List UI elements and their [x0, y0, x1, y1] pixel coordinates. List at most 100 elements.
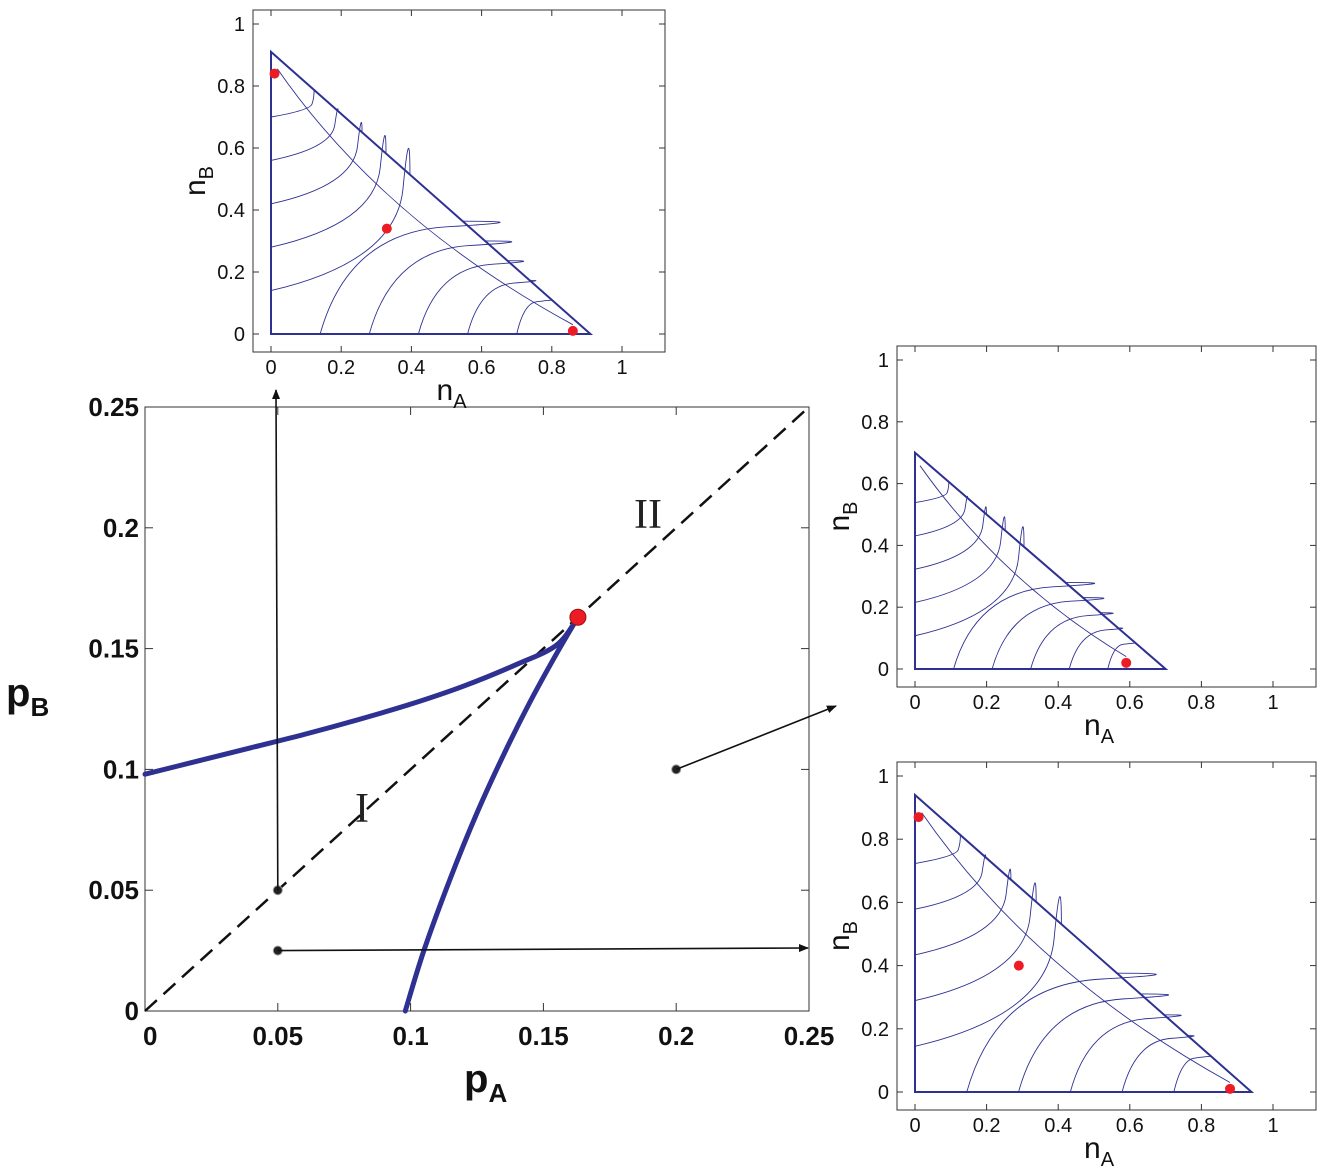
inset-x-axis-label: nA [1084, 709, 1115, 748]
fixed-point-marker [1013, 960, 1024, 971]
flow-trajectory [914, 854, 987, 910]
inset-y-tick-label: 0.4 [861, 956, 889, 978]
flow-trajectory [914, 481, 950, 504]
inset-y-axis-label: nB [823, 501, 862, 531]
inset-y-label-main: n [823, 934, 856, 951]
main-x-tick-label: 0.15 [518, 1021, 569, 1051]
inset-y-tick-label: 0 [878, 659, 889, 681]
main-x-label-main: p [464, 1057, 488, 1101]
main-plot-frame [144, 406, 810, 1012]
inset-x-tick-label: 0.8 [1187, 692, 1215, 714]
flow-trajectory [914, 835, 961, 864]
inset-x-axis-label: nA [437, 374, 468, 413]
connector-arrow [675, 705, 837, 771]
inset-y-label-sub: B [840, 501, 862, 514]
inset-y-tick-label: 0.2 [861, 1019, 889, 1041]
main-x-tick-label: 0.25 [784, 1021, 835, 1051]
flow-trajectory [1018, 993, 1170, 1093]
flow-trajectory [914, 516, 1006, 603]
main-x-axis-label: pA [464, 1057, 507, 1108]
flow-trajectory [1173, 1055, 1212, 1093]
flow-trajectory [319, 220, 501, 335]
fixed-point-marker [567, 325, 578, 336]
inset-x-tick-label: 0.8 [538, 357, 566, 379]
inset-x-tick-label: 0.2 [327, 357, 355, 379]
flow-trajectory [914, 868, 1012, 956]
inset-x-tick-label: 0.4 [1044, 1115, 1072, 1137]
flow-trajectory [467, 279, 537, 335]
connector-arrow [272, 389, 281, 891]
flow-trajectory [1030, 612, 1114, 670]
flow-trajectory [1107, 642, 1136, 670]
connector-arrows [272, 389, 837, 953]
main-x-tick-label: 0.2 [658, 1021, 694, 1051]
main-chart: 0 0.05 0.1 0.15 0.2 0.25 0 0.05 0.1 0.15 0.2 0.25 I… [6, 392, 834, 1108]
main-x-tick-label: 0.1 [393, 1021, 429, 1051]
simplex-boundary [914, 450, 1169, 670]
inset-y-tick-label: 0.4 [217, 200, 245, 222]
inset-y-tick-label: 0.4 [861, 535, 889, 557]
inset-frame [252, 9, 666, 353]
flow-trajectory [270, 135, 387, 248]
inset-y-tick-label: 1 [878, 350, 889, 372]
inset-x-tick-label: 1 [1267, 692, 1278, 714]
flow-trajectory [914, 506, 987, 570]
inset-y-tick-label: 0.8 [861, 829, 889, 851]
boundary-lower-curve [402, 614, 581, 1014]
flow-trajectory [270, 89, 315, 118]
main-curves [142, 406, 810, 1014]
flow-trajectory [270, 121, 363, 205]
inset-x-tick-label: 0.8 [1187, 1115, 1215, 1137]
inset-x-tick-label: 0.2 [973, 692, 1001, 714]
inset-y-label-main: n [823, 515, 856, 532]
inset-frame [896, 761, 1317, 1111]
flow-trajectory [914, 882, 1037, 1002]
main-y-tick-label: 0.1 [103, 754, 139, 784]
inset-x-label-main: n [437, 374, 454, 407]
inset-y-label-main: n [179, 179, 212, 196]
connector-arrow [277, 944, 809, 953]
inset-x-label-sub: A [1101, 1149, 1115, 1171]
main-tick-labels: 0 0.05 0.1 0.15 0.2 0.25 0 0.05 0.1 0.15 0.2 0.25 [88, 392, 834, 1051]
inset-y-tick-label: 0.2 [217, 262, 245, 284]
inset-x-label-sub: A [453, 391, 467, 413]
inset-x-tick-label: 0.2 [973, 1115, 1001, 1137]
flow-trajectory [921, 812, 1231, 1083]
main-x-tick-label: 0.05 [252, 1021, 303, 1051]
inset-x-tick-label: 0.6 [1116, 1115, 1144, 1137]
fixed-point-marker [913, 812, 924, 823]
flow-trajectory [368, 240, 513, 335]
region-label-II: II [634, 492, 662, 538]
inset-y-tick-label: 0 [878, 1082, 889, 1104]
inset-y-axis-label: nB [179, 166, 218, 196]
inset-x-tick-label: 0.4 [397, 357, 425, 379]
fixed-point-marker [269, 68, 280, 79]
inset-x-tick-label: 1 [616, 357, 627, 379]
region-label-I: I [355, 786, 369, 832]
inset-y-tick-label: 0.2 [861, 597, 889, 619]
inset-y-tick-label: 0.6 [861, 892, 889, 914]
flow-trajectory [417, 260, 525, 335]
main-y-label-main: p [6, 671, 30, 715]
main-y-label-sub: B [30, 692, 49, 722]
flow-trajectory [1069, 1014, 1182, 1093]
inset-y-label-sub: B [196, 166, 218, 179]
inset-x-axis-label: nA [1084, 1132, 1115, 1171]
main-y-tick-label: 0 [125, 996, 139, 1026]
main-y-axis-label: pB [6, 671, 49, 722]
flow-trajectory [914, 896, 1062, 1047]
critical-point-marker [569, 608, 587, 626]
inset-x-tick-label: 0 [265, 357, 276, 379]
inset-y-tick-label: 1 [234, 14, 245, 36]
inset-y-tick-label: 0.8 [217, 76, 245, 98]
inset-x-label-main: n [1084, 1132, 1101, 1165]
flow-trajectory [914, 526, 1025, 637]
inset-x-tick-label: 1 [1267, 1115, 1278, 1137]
inset-x-tick-label: 0.4 [1044, 692, 1072, 714]
flow-trajectory [270, 148, 411, 292]
flow-trajectory [953, 582, 1095, 670]
